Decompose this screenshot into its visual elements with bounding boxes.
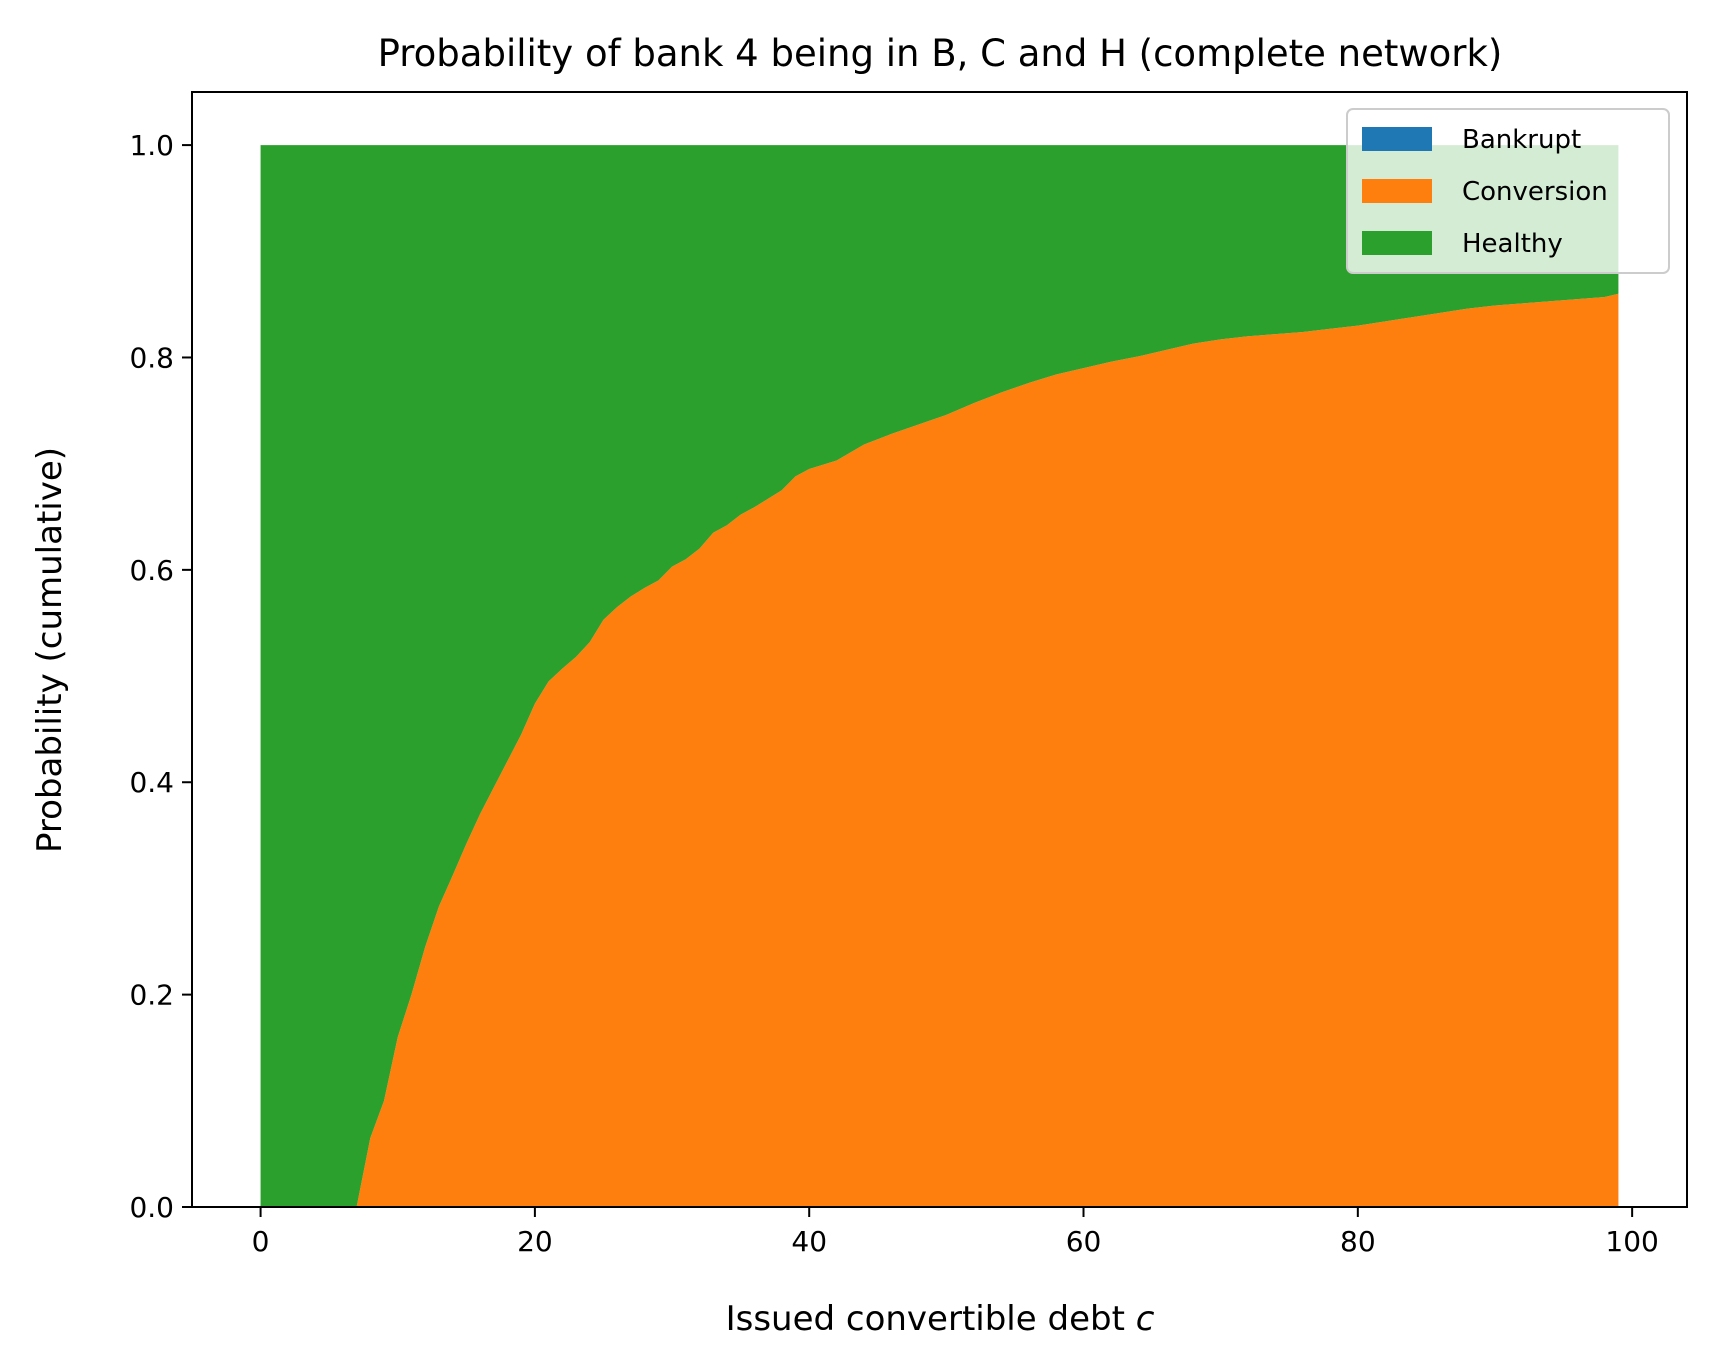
x-tick-label: 60 [1066,1225,1102,1258]
legend-swatch-healthy [1362,231,1432,255]
plot-frame [191,91,1688,1208]
legend-items: Bankrupt Conversion Healthy [1362,125,1608,259]
chart-title: Probability of bank 4 being in B, C and … [378,32,1503,75]
x-tick-label: 80 [1340,1225,1376,1258]
y-tick-label: 1.0 [129,129,174,162]
y-axis: 0.0 0.2 0.4 0.6 0.8 1.0 [129,129,192,1224]
y-tick-label: 0.4 [129,766,174,799]
x-tick-label: 100 [1605,1225,1658,1258]
y-axis-label: Probability (cumulative) [30,447,70,853]
legend-label-healthy: Healthy [1462,229,1563,259]
y-tick-label: 0.8 [129,341,174,374]
legend-label-conversion: Conversion [1462,177,1608,207]
x-axis-label-variable: c [1136,1299,1155,1339]
x-tick-label: 0 [252,1225,270,1258]
legend-label-bankrupt: Bankrupt [1462,125,1581,155]
x-axis-label: Issued convertible debt c [726,1299,1155,1339]
x-tick-label: 40 [791,1225,827,1258]
x-tick-label: 20 [517,1225,553,1258]
legend-swatch-bankrupt [1362,127,1432,151]
legend: Bankrupt Conversion Healthy [1346,108,1670,274]
x-axis-label-text: Issued convertible debt [726,1299,1136,1339]
y-tick-label: 0.2 [129,979,174,1012]
y-tick-label: 0.0 [129,1191,174,1224]
area-conversion [260,293,1619,1207]
x-axis: 0 20 40 60 80 100 [252,1207,1659,1258]
y-tick-label: 0.6 [129,554,174,587]
area-healthy [260,145,1619,1208]
legend-swatch-conversion [1362,179,1432,203]
plot-areas [260,145,1619,1208]
